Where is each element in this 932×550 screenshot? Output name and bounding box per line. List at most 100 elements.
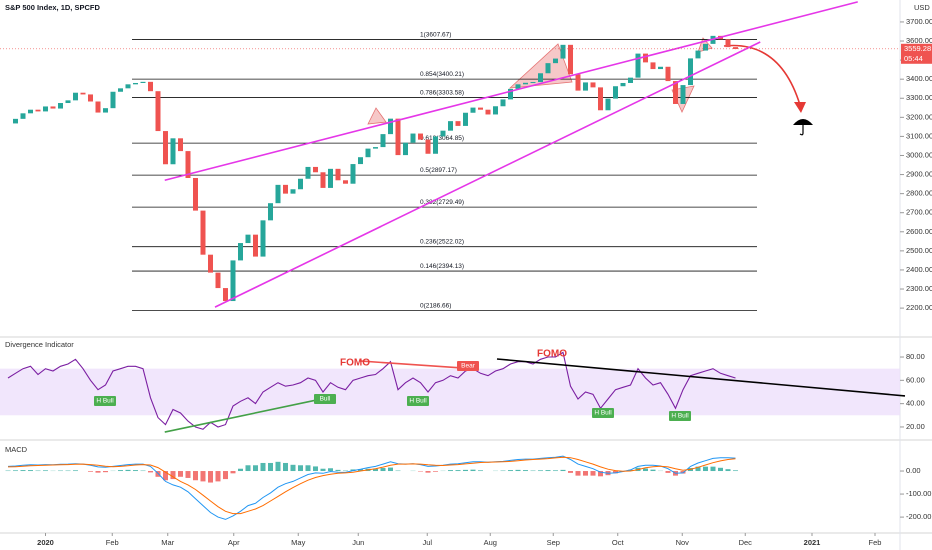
candle: [673, 81, 678, 104]
candle: [440, 130, 446, 137]
candle: [253, 234, 258, 257]
candle: [523, 82, 528, 85]
histogram-bar: [313, 466, 318, 472]
arrow-head: [794, 102, 806, 113]
fib-label: 0.5(2897.17): [420, 167, 457, 174]
candle: [358, 157, 363, 165]
annotation: H Bull: [409, 398, 427, 405]
histogram-bar: [185, 471, 191, 478]
histogram-bar: [650, 469, 656, 472]
candle: [695, 50, 701, 59]
histogram-bar: [590, 471, 596, 476]
candle: [163, 131, 168, 165]
histogram-bar: [200, 471, 206, 482]
umbrella-handle: [799, 125, 804, 136]
histogram-bar: [710, 466, 716, 472]
y-tick-label: 0.00: [906, 466, 921, 475]
x-tick-label: Aug: [484, 538, 497, 547]
candle: [73, 92, 78, 101]
y-tick-label: 2200.00: [906, 303, 932, 312]
candle: [223, 288, 228, 302]
y-tick-label: 2800.00: [906, 189, 932, 198]
histogram-bar: [320, 468, 326, 472]
candle: [275, 184, 281, 204]
candle: [725, 39, 731, 48]
trendline: [496, 358, 906, 397]
candle: [545, 63, 551, 74]
histogram-bar: [268, 462, 273, 472]
candle: [35, 109, 41, 112]
annotation-box: [457, 361, 479, 371]
candle: [103, 108, 108, 113]
candle: [140, 81, 146, 83]
candle: [148, 81, 153, 92]
macd-line: [7, 455, 736, 520]
candle: [568, 44, 573, 75]
y-tick-label: 2900.00: [906, 170, 932, 179]
candle: [58, 103, 63, 109]
histogram-bar: [373, 468, 378, 472]
candle: [283, 184, 288, 194]
trendline: [359, 360, 462, 369]
candle: [290, 189, 296, 194]
candle: [178, 138, 183, 152]
histogram-bar: [43, 470, 48, 472]
candle: [50, 106, 56, 109]
umbrella-icon: [793, 119, 813, 125]
x-tick-label: Jun: [352, 538, 364, 547]
candle: [343, 180, 348, 184]
y-tick-label: 2700.00: [906, 208, 932, 217]
candle: [110, 91, 116, 109]
candle: [643, 53, 648, 63]
candle: [463, 112, 468, 126]
histogram-bar: [388, 467, 393, 472]
candle: [320, 172, 326, 188]
annotation: FOMO: [537, 349, 567, 360]
panel-title: MACD: [5, 445, 28, 454]
candle: [448, 121, 453, 131]
candle: [598, 87, 603, 111]
histogram-bar: [470, 469, 476, 472]
candle: [133, 82, 138, 85]
candle: [635, 53, 641, 78]
histogram-bar: [253, 465, 258, 472]
last-price-label: 3559.28: [904, 44, 931, 53]
candle: [613, 86, 618, 99]
histogram-bar: [523, 470, 528, 472]
histogram-bar: [703, 466, 708, 472]
y-tick-label: 3200.00: [906, 112, 932, 121]
candle: [433, 136, 438, 154]
histogram-bar: [103, 471, 108, 473]
x-tick-label: Feb: [106, 538, 119, 547]
candle: [665, 66, 671, 82]
last-price-box: [901, 43, 932, 64]
histogram-bar: [290, 464, 296, 472]
candle: [508, 88, 513, 100]
histogram-bar: [13, 470, 18, 472]
histogram-bar: [545, 470, 551, 472]
histogram-bar: [380, 468, 386, 472]
histogram-bar: [335, 469, 341, 472]
annotation: Bear: [461, 363, 476, 370]
y-tick-label: 2300.00: [906, 284, 932, 293]
histogram-bar: [583, 471, 588, 476]
histogram-bar: [238, 468, 243, 472]
candle: [680, 85, 686, 104]
y-tick-label: 3100.00: [906, 131, 932, 140]
histogram-bar: [208, 471, 213, 483]
candle: [88, 94, 93, 102]
candle: [380, 134, 386, 148]
histogram-bar: [575, 471, 581, 476]
candle: [658, 66, 663, 70]
candle: [13, 118, 18, 124]
candle: [335, 168, 341, 181]
histogram-bar: [718, 467, 723, 472]
candle: [373, 147, 378, 149]
candle: [313, 166, 318, 173]
histogram-bar: [560, 469, 566, 472]
histogram-bar: [515, 469, 521, 472]
x-tick-label: Nov: [676, 538, 690, 547]
histogram-bar: [613, 471, 618, 474]
